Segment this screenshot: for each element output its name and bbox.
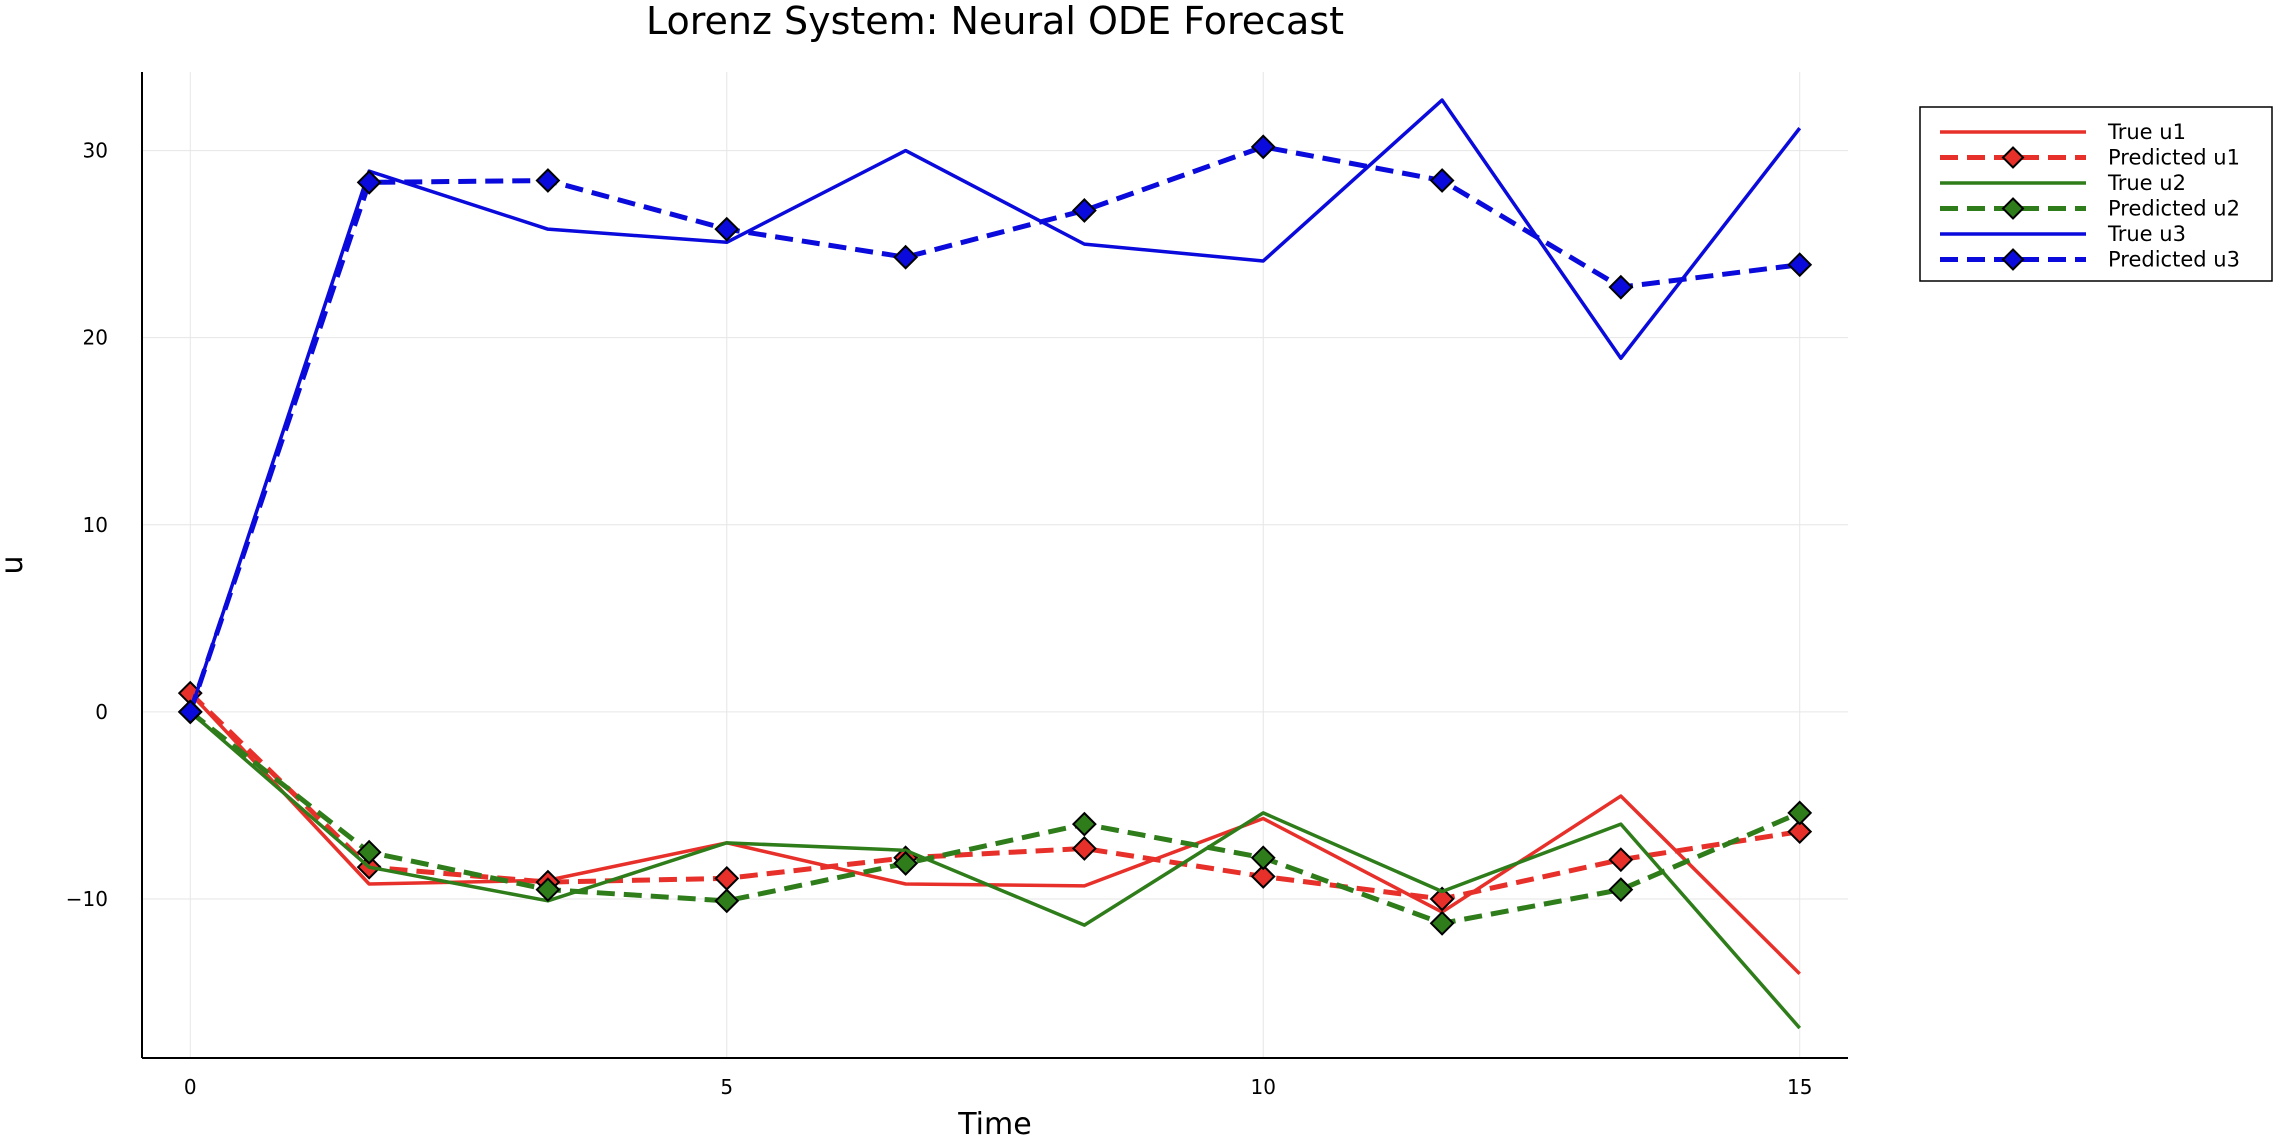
series-line <box>188 709 1801 926</box>
chart-title: Lorenz System: Neural ODE Forecast <box>646 0 1344 43</box>
series-true-u2 <box>189 710 1802 1030</box>
series-line <box>188 691 1801 902</box>
data-point <box>1787 819 1813 845</box>
series-true-u1 <box>189 691 1801 976</box>
data-point <box>1608 847 1634 873</box>
data-point <box>356 839 382 865</box>
data-point <box>535 877 561 903</box>
legend-marker <box>2001 197 2025 220</box>
data-point <box>1429 886 1455 912</box>
data-point <box>1071 198 1097 223</box>
data-point <box>893 244 919 270</box>
x-tick-label: 5 <box>720 1075 733 1099</box>
data-point <box>1429 168 1455 193</box>
y-tick-label: 10 <box>83 513 108 537</box>
data-point <box>714 888 740 914</box>
data-point <box>893 851 919 876</box>
y-tick-label: −10 <box>66 887 108 911</box>
y-axis-title: u <box>0 555 30 574</box>
legend-label: True u2 <box>2107 171 2186 195</box>
data-point <box>1429 910 1455 936</box>
series-true-u3 <box>188 98 1802 713</box>
series-predicted-u2 <box>177 699 1813 936</box>
series-layer <box>177 98 1813 1030</box>
y-tick-label: 20 <box>83 326 108 350</box>
x-tick-label: 0 <box>184 1075 197 1099</box>
x-tick-label: 10 <box>1251 1075 1276 1099</box>
data-point <box>356 169 382 195</box>
legend-marker <box>2001 248 2025 271</box>
data-point <box>1250 845 1276 871</box>
x-axis-title: Time <box>957 1107 1031 1140</box>
x-tick-label: 15 <box>1787 1075 1812 1099</box>
data-point <box>1250 864 1276 889</box>
series-line <box>188 98 1802 713</box>
grid <box>142 72 1848 1058</box>
tick-labels: 0 5 10 15 −10 0 10 20 30 <box>66 139 1813 1099</box>
data-point <box>1071 811 1097 837</box>
data-point <box>1787 800 1813 826</box>
data-point <box>1787 252 1813 278</box>
series-predicted-u1 <box>177 680 1813 912</box>
legend-box <box>1919 106 2273 282</box>
series-line <box>189 710 1802 1030</box>
data-point <box>535 168 561 193</box>
data-point <box>714 216 740 242</box>
data-point <box>1608 274 1634 300</box>
series-line <box>187 144 1801 713</box>
legend-label: Predicted u1 <box>2108 146 2240 170</box>
series-line <box>189 691 1801 976</box>
y-tick-label: 30 <box>83 139 108 163</box>
legend-marker <box>2001 146 2025 169</box>
legend-label: Predicted u3 <box>2108 248 2240 272</box>
data-point <box>177 699 203 725</box>
data-point <box>1250 134 1276 160</box>
axes <box>141 72 1848 1059</box>
data-point <box>1071 836 1097 861</box>
series-predicted-u3 <box>177 134 1813 725</box>
data-point <box>1608 877 1634 903</box>
legend-label: True u1 <box>2107 120 2186 144</box>
legend-label: True u3 <box>2107 222 2186 246</box>
y-tick-label: 0 <box>95 700 108 724</box>
legend-label: Predicted u2 <box>2108 197 2240 221</box>
